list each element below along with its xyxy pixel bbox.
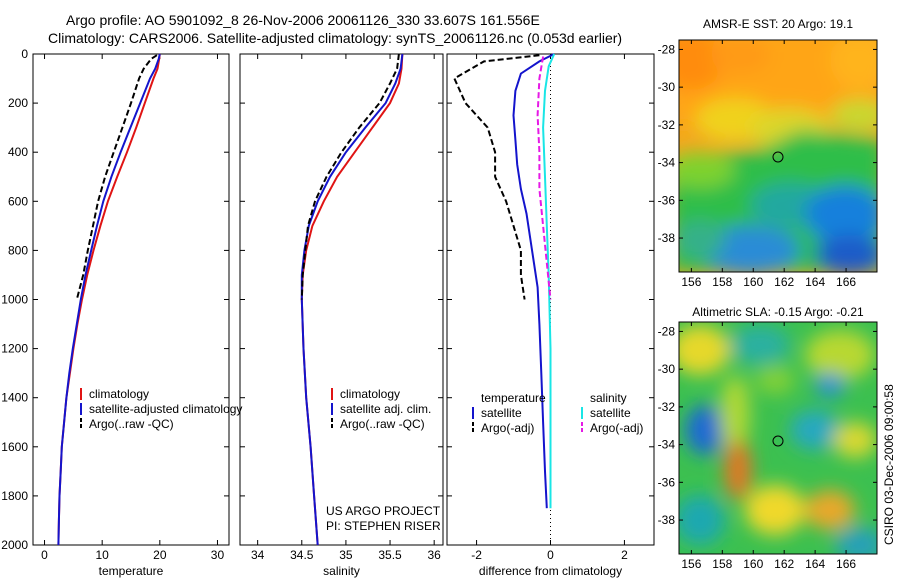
map-y-tick-label: -34 — [658, 156, 676, 170]
series-line-climatology — [300, 53, 404, 546]
series-line-satellite — [300, 53, 404, 546]
x-axis-label: difference from climatology — [479, 564, 622, 578]
sla-map: 156 158 160 162 164 166 -28 -30 -32 -34 -36 -38 Alt… — [658, 305, 878, 571]
map-x-tick-label: 164 — [805, 557, 825, 571]
x-axis-label: salinity — [323, 564, 360, 578]
legend-label: satellite — [481, 406, 522, 420]
series-line-argo — [300, 53, 400, 300]
pi-annotation: PI: STEPHEN RISER — [326, 519, 441, 533]
legend-label: Argo(-adj) — [481, 421, 534, 435]
plot-frame — [239, 53, 444, 546]
figure-title: Argo profile: AO 5901092_8 26-Nov-2006 2… — [66, 12, 540, 28]
legend-label: Argo(-adj) — [590, 421, 643, 435]
map-frame — [678, 321, 878, 555]
figure-subtitle: Climatology: CARS2006. Satellite-adjuste… — [48, 30, 622, 46]
legend-label: Argo(..raw -QC) — [340, 417, 425, 431]
x-tick-label: 2 — [621, 548, 628, 562]
legend-label: Argo(..raw -QC) — [89, 417, 174, 431]
y-tick-label: 1800 — [1, 489, 28, 503]
map-x-tick-label: 160 — [743, 557, 763, 571]
argo-location-marker — [772, 151, 784, 163]
x-tick-label: 36 — [427, 548, 441, 562]
project-annotation: US ARGO PROJECT — [326, 504, 441, 518]
series-line-argo_salinity_adj-3 — [536, 56, 552, 300]
argo-location-marker — [772, 435, 784, 447]
series-line-sat_salinity-2 — [542, 53, 556, 509]
legend-group-heading: temperature — [481, 391, 546, 405]
y-tick-label: 0 — [21, 47, 28, 61]
map-y-tick-label: -30 — [658, 80, 676, 94]
map-y-tick-label: -32 — [658, 400, 676, 414]
series-line-satellite-0 — [512, 53, 555, 509]
x-tick-label: 34.5 — [290, 548, 314, 562]
legend-label: climatology — [340, 387, 400, 401]
y-tick-label: 600 — [8, 194, 28, 208]
y-tick-label: 200 — [8, 96, 28, 110]
x-tick-label: 0 — [547, 548, 554, 562]
map-x-tick-label: 156 — [681, 557, 701, 571]
x-tick-label: 35 — [339, 548, 353, 562]
x-tick-label: 10 — [95, 548, 109, 562]
sla-map-title: Altimetric SLA: -0.15 Argo: -0.21 — [692, 305, 864, 319]
x-tick-label: 34 — [251, 548, 265, 562]
sst-map-title: AMSR-E SST: 20 Argo: 19.1 — [703, 17, 853, 31]
map-x-tick-label: 158 — [712, 557, 732, 571]
map-x-tick-label: 162 — [774, 557, 794, 571]
y-tick-label: 2000 — [1, 538, 28, 552]
map-y-tick-label: -38 — [658, 231, 676, 245]
x-tick-label: 30 — [211, 548, 225, 562]
y-tick-label: 800 — [8, 243, 28, 257]
y-tick-label: 1600 — [1, 440, 28, 454]
legend-label: climatology — [89, 387, 149, 401]
map-x-tick-label: 166 — [836, 557, 856, 571]
map-y-tick-label: -28 — [658, 324, 676, 338]
salinity-panel: 34 34.5 35 35.5 36 salinity climatologysatelli… — [239, 53, 444, 578]
sst-map: 156 158 160 162 164 166 -28 -30 -32 -34 -36 -38 AMS… — [658, 17, 878, 289]
map-x-tick-label: 158 — [712, 275, 732, 289]
temperature-panel: 0 10 20 30 0 200 400 600 800 1000 1200 1400 1600 1800… — [1, 47, 242, 578]
map-y-tick-label: -36 — [658, 475, 676, 489]
map-frame — [678, 39, 878, 273]
map-y-tick-label: -34 — [658, 438, 676, 452]
map-y-tick-label: -36 — [658, 193, 676, 207]
map-y-tick-label: -28 — [658, 42, 676, 56]
y-tick-label: 1400 — [1, 391, 28, 405]
x-tick-label: 20 — [153, 548, 167, 562]
legend-group-heading: salinity — [590, 391, 627, 405]
x-tick-label: -2 — [471, 548, 482, 562]
legend-label: satellite — [590, 406, 631, 420]
map-y-tick-label: -30 — [658, 362, 676, 376]
map-y-tick-label: -32 — [658, 118, 676, 132]
map-x-tick-label: 156 — [681, 275, 701, 289]
map-x-tick-label: 164 — [805, 275, 825, 289]
y-tick-label: 1000 — [1, 293, 28, 307]
y-tick-label: 1200 — [1, 342, 28, 356]
map-x-tick-label: 166 — [836, 275, 856, 289]
y-tick-label: 400 — [8, 145, 28, 159]
x-tick-label: 35.5 — [378, 548, 402, 562]
legend-label: satellite adj. clim. — [340, 402, 431, 416]
x-tick-label: 0 — [41, 548, 48, 562]
series-line-argo-1 — [453, 54, 540, 300]
series-line-argo — [75, 54, 158, 300]
credit-label: CSIRO 03-Dec-2006 09:00:58 — [882, 384, 896, 545]
series-line-satellite — [57, 53, 161, 546]
difference-panel: -2 0 2 difference from climatology temperatu… — [446, 53, 655, 578]
legend-label: satellite-adjusted climatology — [89, 402, 242, 416]
map-x-tick-label: 160 — [743, 275, 763, 289]
map-x-tick-label: 162 — [774, 275, 794, 289]
x-axis-label: temperature — [99, 564, 164, 578]
series-line-climatology — [57, 53, 161, 546]
map-y-tick-label: -38 — [658, 513, 676, 527]
